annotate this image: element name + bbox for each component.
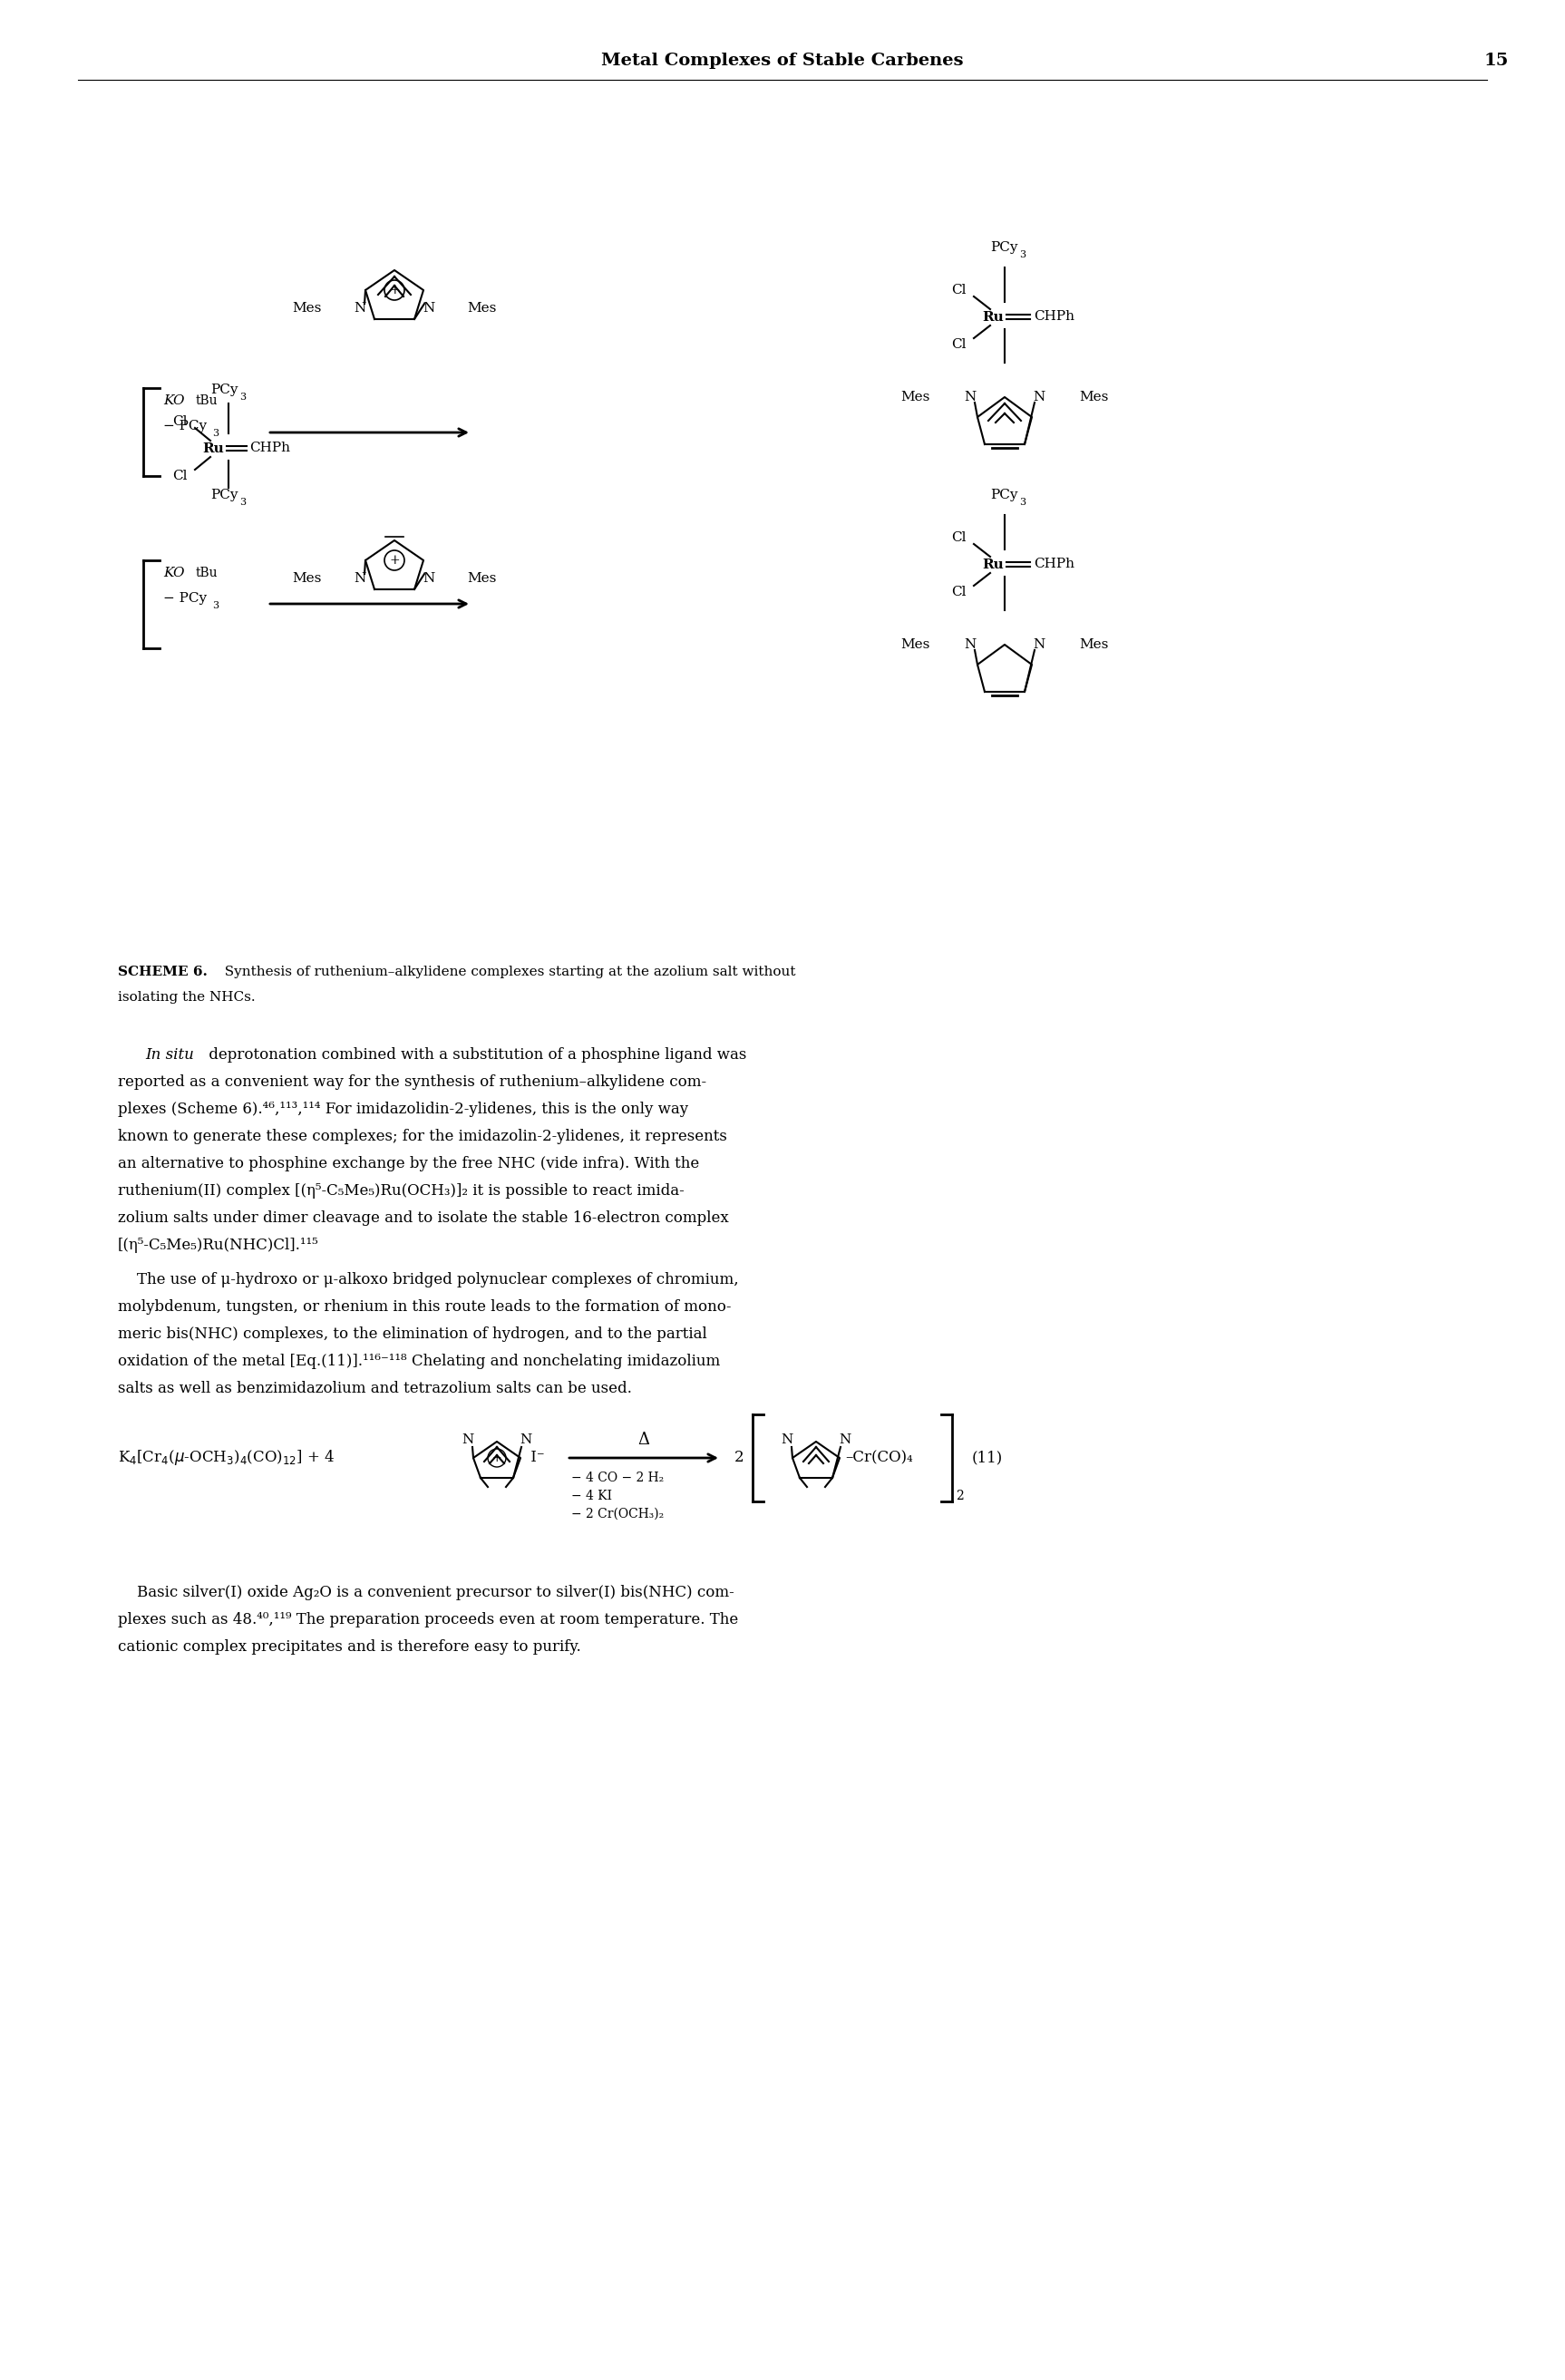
Text: − PCy: − PCy [163,419,207,433]
Text: − 2 Cr(OCH₃)₂: − 2 Cr(OCH₃)₂ [571,1509,664,1521]
Text: Metal Complexes of Stable Carbenes: Metal Complexes of Stable Carbenes [601,52,964,69]
Text: N: N [423,302,435,314]
Text: Mes: Mes [1078,638,1108,652]
Text: zolium salts under dimer cleavage and to isolate the stable 16-electron complex: zolium salts under dimer cleavage and to… [117,1211,729,1226]
Text: Cl: Cl [952,531,966,545]
Text: KO: KO [163,395,185,407]
Text: 3: 3 [239,393,246,402]
Text: deprotonation combined with a substitution of a phosphine ligand was: deprotonation combined with a substituti… [203,1047,747,1061]
Text: Δ: Δ [639,1433,649,1447]
Text: 2: 2 [956,1490,964,1502]
Text: (11): (11) [972,1449,1003,1466]
Text: − PCy: − PCy [163,593,207,605]
Text: In situ: In situ [146,1047,194,1061]
Text: Mes: Mes [466,302,496,314]
Text: known to generate these complexes; for the imidazolin-2-ylidenes, it represents: known to generate these complexes; for t… [117,1128,728,1145]
Text: 3: 3 [1019,250,1025,259]
Text: plexes such as 48.⁴⁰,¹¹⁹ The preparation proceeds even at room temperature. The: plexes such as 48.⁴⁰,¹¹⁹ The preparation… [117,1611,739,1628]
Text: CHPh: CHPh [1033,309,1075,324]
Text: Mes: Mes [293,302,322,314]
Text: 3: 3 [213,602,219,609]
Text: tBu: tBu [196,566,218,578]
Text: − 4 KI: − 4 KI [571,1490,612,1502]
Text: molybdenum, tungsten, or rhenium in this route leads to the formation of mono-: molybdenum, tungsten, or rhenium in this… [117,1299,731,1314]
Text: CHPh: CHPh [1033,557,1075,571]
Text: salts as well as benzimidazolium and tetrazolium salts can be used.: salts as well as benzimidazolium and tet… [117,1380,632,1397]
Text: reported as a convenient way for the synthesis of ruthenium–alkylidene com-: reported as a convenient way for the syn… [117,1073,706,1090]
Text: Cl: Cl [952,283,966,298]
Text: –Cr(CO)₄: –Cr(CO)₄ [845,1449,912,1466]
Text: N: N [1033,390,1045,405]
Text: PCy: PCy [991,488,1017,502]
Text: N: N [354,302,366,314]
Text: Cl: Cl [952,338,966,350]
Text: Mes: Mes [901,390,930,405]
Text: cationic complex precipitates and is therefore easy to purify.: cationic complex precipitates and is the… [117,1640,581,1654]
Text: N: N [839,1433,851,1447]
Text: Ru: Ru [983,312,1003,324]
Text: meric bis(NHC) complexes, to the elimination of hydrogen, and to the partial: meric bis(NHC) complexes, to the elimina… [117,1326,707,1342]
Text: Mes: Mes [1078,390,1108,405]
Text: KO: KO [163,566,185,578]
Text: Ru: Ru [202,443,224,455]
Text: N: N [964,390,977,405]
Text: Cl: Cl [952,585,966,597]
Text: Ru: Ru [983,559,1003,571]
Text: N: N [462,1433,474,1447]
Text: Mes: Mes [466,571,496,585]
Text: plexes (Scheme 6).⁴⁶,¹¹³,¹¹⁴ For imidazolidin-2-ylidenes, this is the only way: plexes (Scheme 6).⁴⁶,¹¹³,¹¹⁴ For imidazo… [117,1102,689,1116]
Text: Basic silver(I) oxide Ag₂O is a convenient precursor to silver(I) bis(NHC) com-: Basic silver(I) oxide Ag₂O is a convenie… [117,1585,734,1599]
Text: PCy: PCy [991,240,1017,255]
Text: Cl: Cl [172,414,186,428]
Text: N: N [781,1433,793,1447]
Text: [(η⁵-C₅Me₅)Ru(NHC)Cl].¹¹⁵: [(η⁵-C₅Me₅)Ru(NHC)Cl].¹¹⁵ [117,1238,319,1252]
Text: isolating the NHCs.: isolating the NHCs. [117,990,255,1004]
Text: 3: 3 [1019,497,1025,507]
Text: Mes: Mes [293,571,322,585]
Text: tBu: tBu [196,395,218,407]
Text: The use of μ-hydroxo or μ-alkoxo bridged polynuclear complexes of chromium,: The use of μ-hydroxo or μ-alkoxo bridged… [117,1271,739,1288]
Text: Cl: Cl [172,469,186,483]
Text: 2: 2 [734,1449,743,1466]
Text: N: N [1033,638,1045,652]
Text: an alternative to phosphine exchange by the free NHC (vide infra). With the: an alternative to phosphine exchange by … [117,1157,700,1171]
Text: N: N [520,1433,532,1447]
Text: N: N [423,571,435,585]
Text: Mes: Mes [901,638,930,652]
Text: PCy: PCy [210,488,238,502]
Text: N: N [964,638,977,652]
Text: − 4 CO − 2 H₂: − 4 CO − 2 H₂ [571,1471,664,1485]
Text: K$_4$[Cr$_4$($\mu$-OCH$_3$)$_4$(CO)$_{12}$] + 4: K$_4$[Cr$_4$($\mu$-OCH$_3$)$_4$(CO)$_{12… [117,1449,335,1468]
Text: 3: 3 [239,497,246,507]
Text: Synthesis of ruthenium–alkylidene complexes starting at the azolium salt without: Synthesis of ruthenium–alkylidene comple… [216,966,795,978]
Text: CHPh: CHPh [249,443,290,455]
Text: I⁻: I⁻ [526,1449,545,1466]
Text: ruthenium(II) complex [(η⁵-C₅Me₅)Ru(OCH₃)]₂ it is possible to react imida-: ruthenium(II) complex [(η⁵-C₅Me₅)Ru(OCH₃… [117,1183,684,1200]
Text: SCHEME 6.: SCHEME 6. [117,966,208,978]
Text: 3: 3 [213,428,219,438]
Text: PCy: PCy [210,383,238,395]
Text: +: + [491,1452,502,1464]
Text: +: + [390,555,399,566]
Text: +: + [390,283,399,298]
Text: oxidation of the metal [Eq.(11)].¹¹⁶⁻¹¹⁸ Chelating and nonchelating imidazolium: oxidation of the metal [Eq.(11)].¹¹⁶⁻¹¹⁸… [117,1354,720,1368]
Text: 15: 15 [1484,52,1509,69]
Text: N: N [354,571,366,585]
